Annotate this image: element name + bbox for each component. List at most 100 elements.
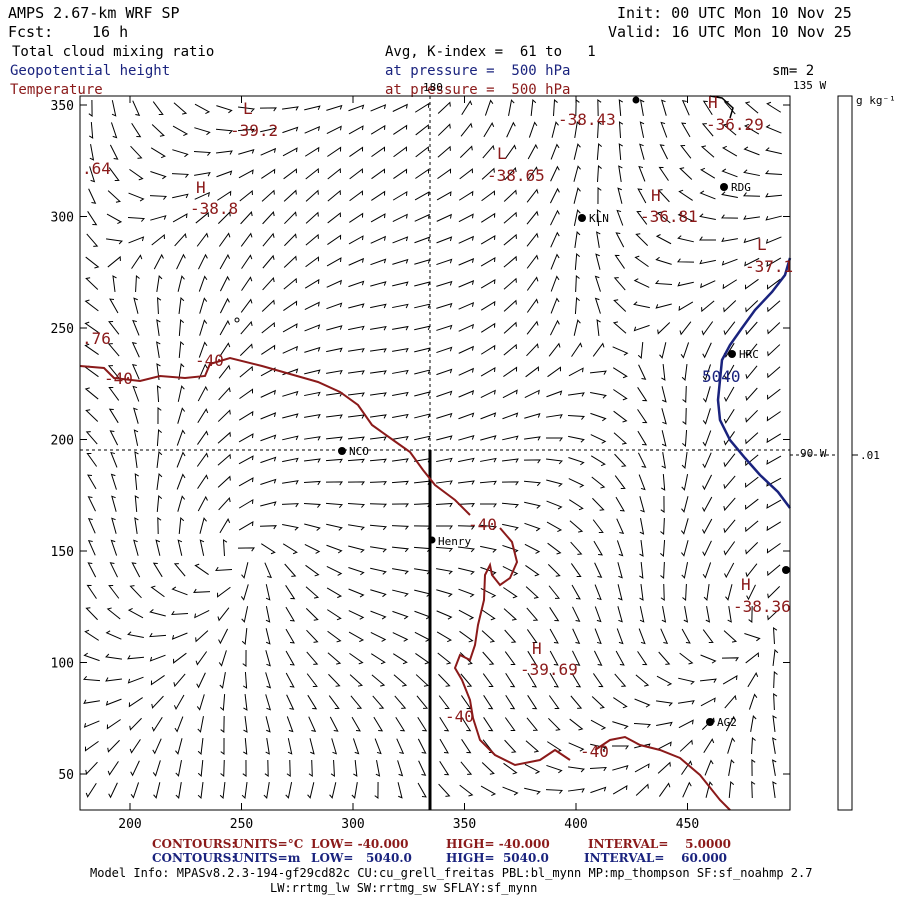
wind-barb bbox=[177, 495, 186, 512]
wind-barb bbox=[569, 718, 584, 731]
wind-barb bbox=[639, 99, 645, 116]
wind-barb bbox=[597, 187, 602, 205]
wind-barb bbox=[109, 430, 119, 446]
wind-barb bbox=[590, 455, 606, 467]
wind-barb bbox=[480, 300, 496, 311]
wind-barb bbox=[85, 431, 98, 445]
wind-barb bbox=[304, 324, 321, 332]
wind-barb bbox=[108, 782, 118, 799]
wind-barb bbox=[156, 429, 162, 447]
wind-barb bbox=[218, 232, 231, 247]
wind-barb bbox=[397, 782, 403, 799]
wind-barb bbox=[679, 739, 693, 752]
temp-contours-high: HIGH= -40.000 bbox=[446, 837, 550, 851]
wind-barb bbox=[350, 695, 363, 709]
wind-barb bbox=[480, 587, 497, 598]
wind-barb bbox=[348, 545, 365, 553]
wind-barb bbox=[574, 121, 581, 138]
wind-barb bbox=[283, 189, 297, 202]
wind-barb bbox=[304, 523, 321, 531]
temp-label-1: -40 bbox=[195, 351, 224, 370]
wind-barb bbox=[615, 496, 625, 512]
wind-barb bbox=[436, 213, 452, 222]
wind-barb bbox=[461, 716, 472, 732]
wind-barb bbox=[176, 473, 186, 490]
wind-barb bbox=[151, 716, 163, 732]
wind-barb bbox=[480, 257, 496, 267]
wind-barb bbox=[773, 671, 778, 689]
wind-barb bbox=[439, 760, 450, 776]
wind-barb bbox=[436, 324, 453, 331]
wind-barb bbox=[459, 784, 474, 797]
wind-barb bbox=[525, 740, 540, 753]
wind-barb bbox=[111, 517, 117, 534]
wind-barb bbox=[678, 301, 694, 312]
wind-barb bbox=[327, 630, 342, 643]
wind-barb bbox=[639, 121, 645, 138]
wind-barb bbox=[550, 253, 560, 270]
wind-barb bbox=[573, 187, 581, 204]
wind-barb bbox=[348, 280, 365, 288]
wind-barb bbox=[773, 693, 778, 711]
wind-barb bbox=[392, 213, 408, 222]
station-ag2-label: AG2 bbox=[717, 716, 737, 729]
wind-barb bbox=[637, 188, 647, 204]
wind-barb bbox=[240, 584, 249, 601]
forecast-hour: 16 h bbox=[92, 23, 129, 41]
wind-barb bbox=[436, 191, 452, 201]
wind-barb bbox=[370, 281, 387, 287]
wind-barb bbox=[678, 700, 695, 705]
model-info-2: LW:rrtmg_lw SW:rrtmg_sw SFLAY:sf_mynn bbox=[270, 881, 538, 895]
wind-barb bbox=[286, 694, 295, 710]
wind-barb bbox=[703, 738, 715, 754]
wind-barb bbox=[417, 782, 427, 798]
wind-barb bbox=[745, 278, 759, 290]
wind-barb bbox=[436, 346, 453, 354]
wind-barb bbox=[347, 481, 365, 486]
wind-barb bbox=[589, 766, 607, 772]
wind-barb bbox=[661, 452, 666, 469]
wind-barb bbox=[282, 523, 299, 531]
wind-barb bbox=[546, 479, 563, 487]
wind-barb bbox=[526, 188, 539, 203]
wind-barb bbox=[414, 413, 431, 419]
wind-barb bbox=[639, 496, 645, 513]
plot-frame bbox=[79, 95, 791, 811]
wind-barb bbox=[524, 787, 541, 795]
wind-barb bbox=[134, 495, 139, 513]
wind-barb bbox=[130, 782, 140, 799]
wind-barb bbox=[547, 366, 561, 378]
field-kindex-detail: Avg, K-index = 61 to 1 bbox=[385, 44, 596, 60]
wind-barb bbox=[553, 99, 558, 117]
wind-barb bbox=[304, 436, 321, 441]
wind-barb bbox=[369, 503, 387, 508]
wind-barb bbox=[526, 210, 539, 225]
wind-barb bbox=[681, 452, 688, 469]
wind-barb bbox=[348, 235, 364, 245]
wind-barb bbox=[305, 564, 320, 577]
wind-barb bbox=[196, 232, 209, 247]
wind-barb bbox=[326, 347, 343, 353]
wind-barb bbox=[262, 232, 275, 247]
wind-barb bbox=[547, 542, 562, 555]
wind-barb bbox=[260, 501, 277, 507]
wind-barb bbox=[111, 100, 117, 117]
wind-barb bbox=[570, 695, 583, 709]
wind-barb bbox=[348, 524, 365, 531]
wind-barb bbox=[392, 653, 408, 665]
wind-barb bbox=[597, 121, 602, 139]
wind-barb bbox=[219, 253, 231, 270]
wind-barb bbox=[545, 437, 563, 442]
wind-barb bbox=[634, 698, 651, 708]
wind-barb bbox=[414, 589, 431, 597]
wind-barb bbox=[699, 236, 717, 241]
wind-barb bbox=[681, 99, 690, 116]
wind-barb bbox=[261, 543, 276, 555]
wind-barb bbox=[618, 121, 624, 139]
wind-barb bbox=[723, 630, 738, 643]
wind-barb bbox=[196, 452, 209, 467]
wind-barb bbox=[767, 388, 781, 400]
wind-barb bbox=[325, 458, 343, 464]
wind-barb bbox=[178, 297, 185, 315]
wind-barb bbox=[89, 166, 96, 183]
